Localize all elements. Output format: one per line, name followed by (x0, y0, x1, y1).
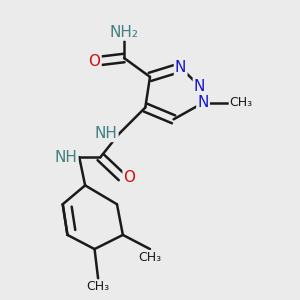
Text: N: N (194, 79, 205, 94)
Text: N: N (197, 95, 209, 110)
Text: O: O (88, 54, 101, 69)
Text: N: N (175, 60, 186, 75)
Text: NH: NH (94, 126, 117, 141)
Text: NH₂: NH₂ (110, 25, 139, 40)
Text: CH₃: CH₃ (138, 251, 162, 264)
Text: O: O (124, 169, 136, 184)
Text: CH₃: CH₃ (86, 280, 110, 293)
Text: NH: NH (55, 150, 77, 165)
Text: CH₃: CH₃ (230, 96, 253, 109)
